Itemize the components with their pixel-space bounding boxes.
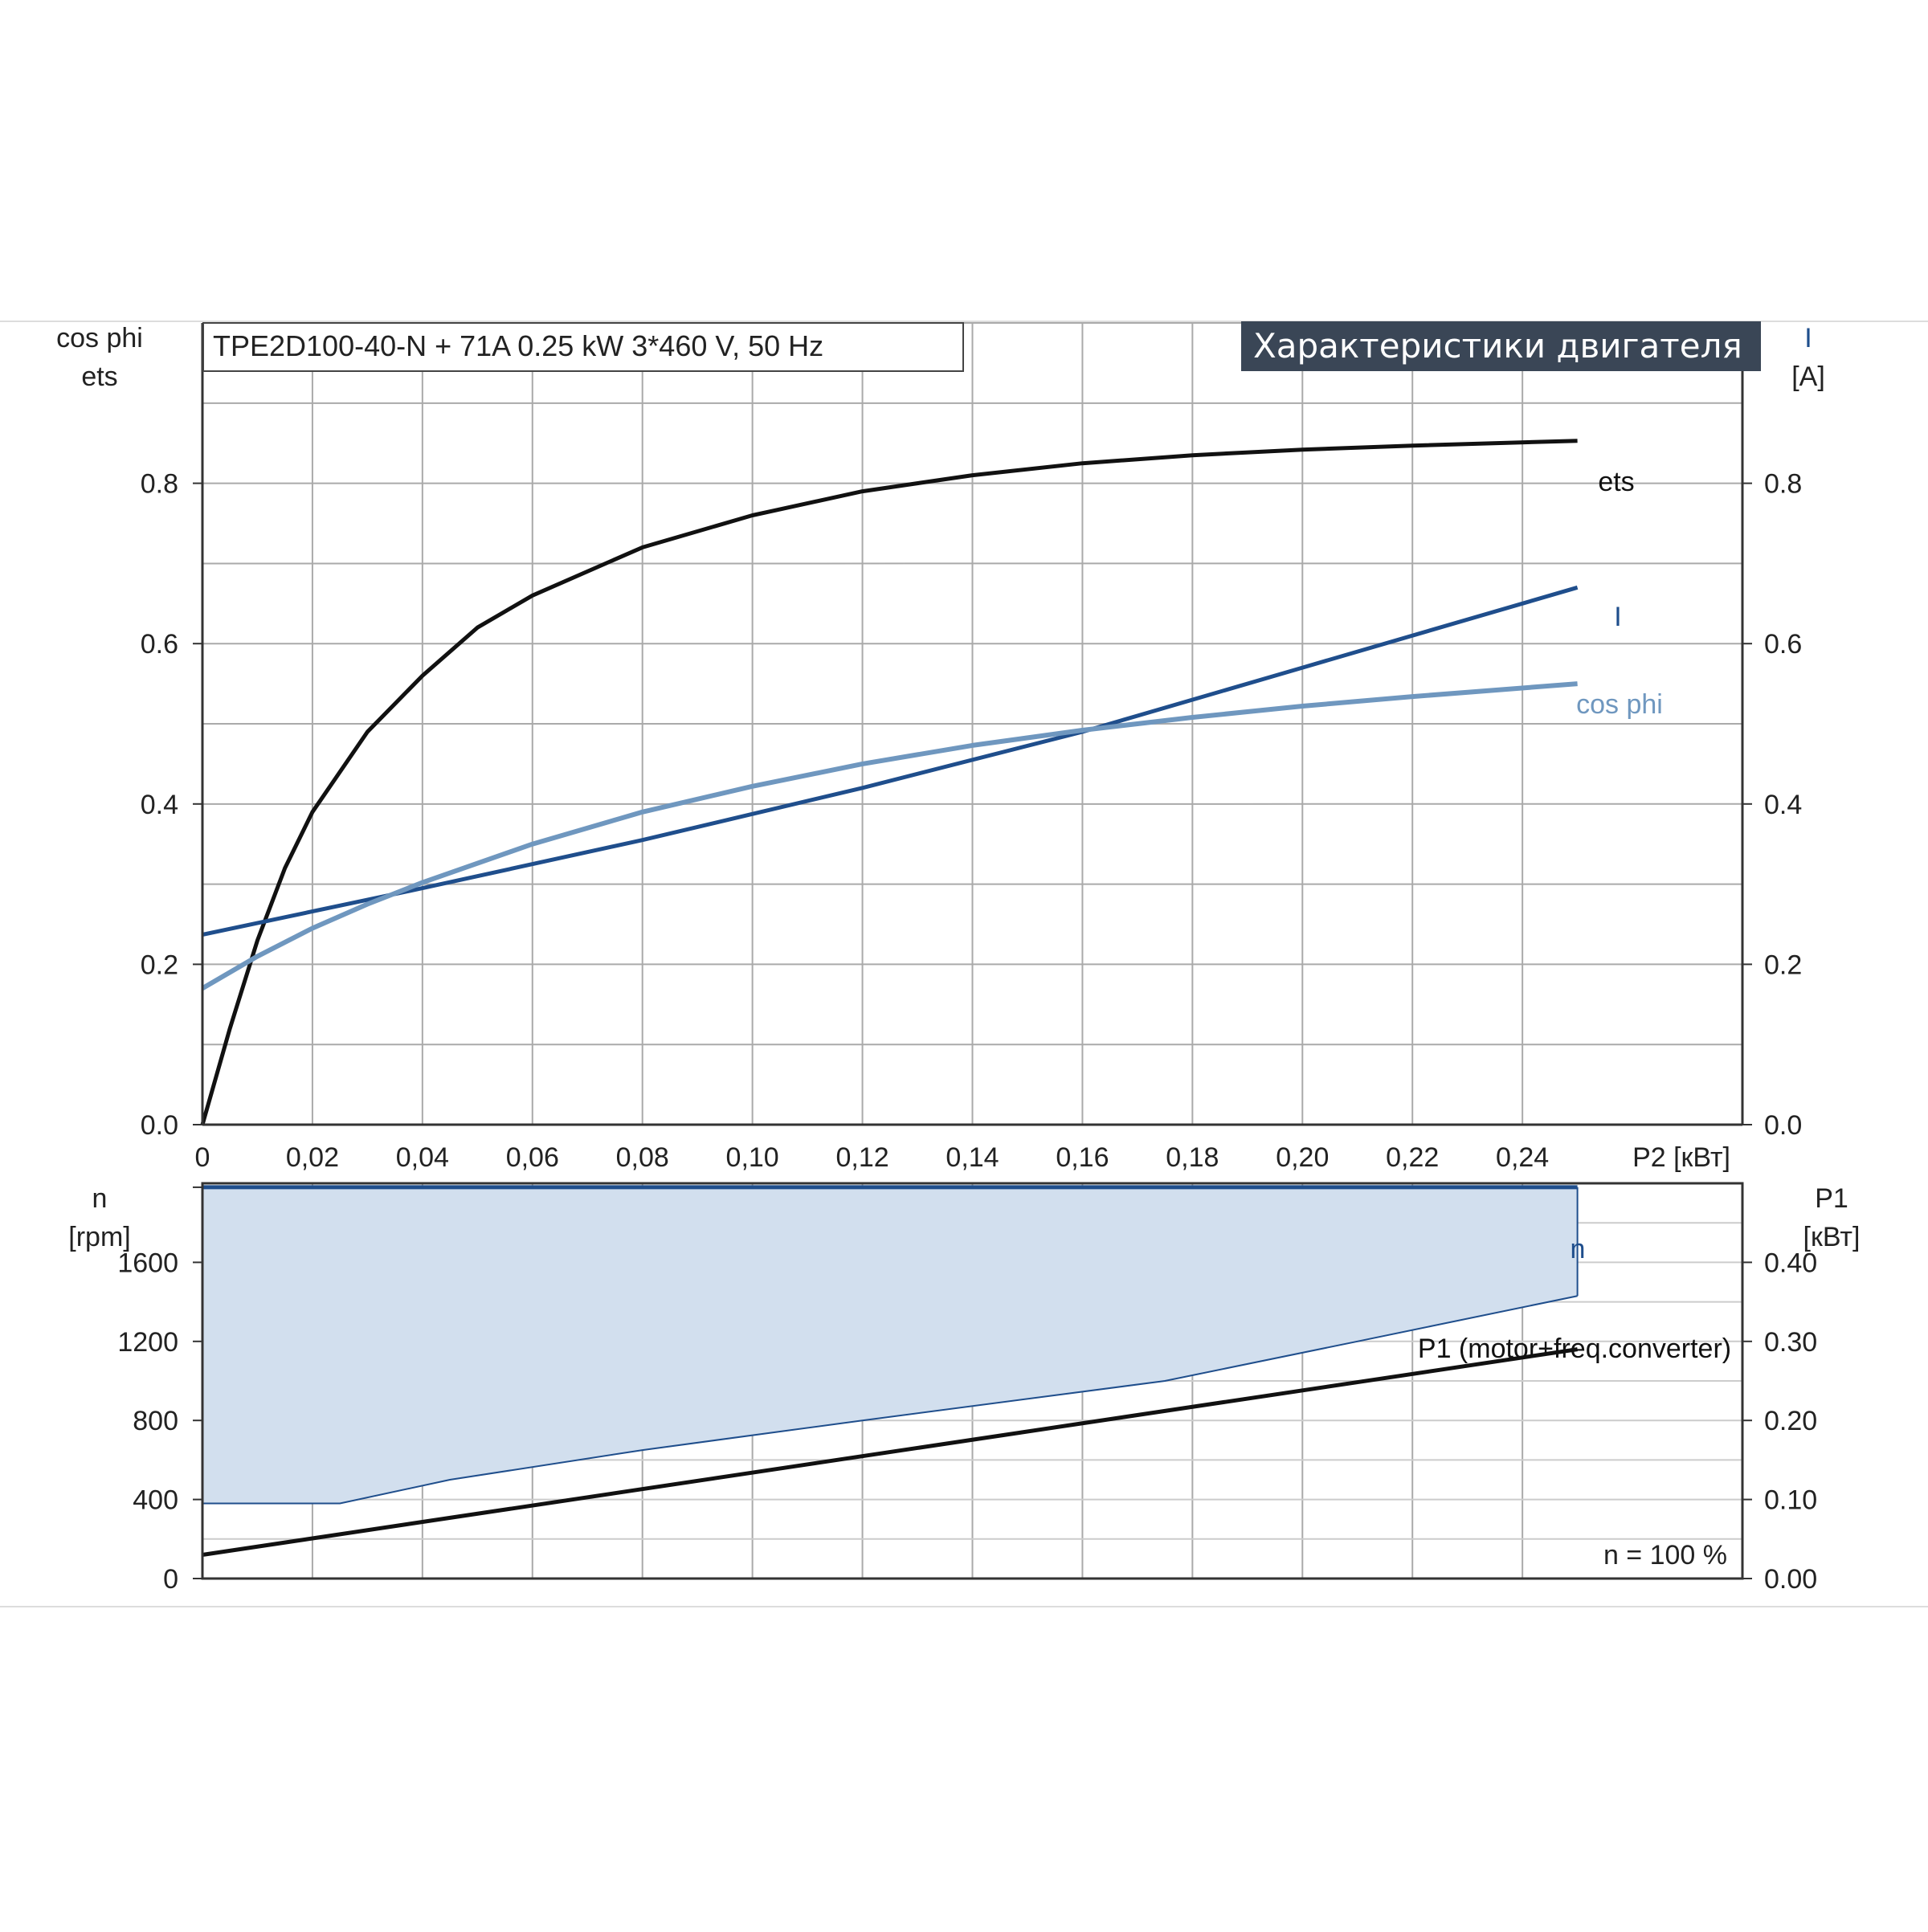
- speed-note: n = 100 %: [1603, 1540, 1727, 1571]
- upper-right-axis-label-2: [A]: [1791, 361, 1825, 392]
- x-tick-0: 0: [195, 1142, 210, 1173]
- lower-left-tick-2: 800: [133, 1406, 178, 1436]
- lower-right-tick-1: 0.10: [1764, 1485, 1817, 1516]
- upper-right-tick-2: 0.4: [1764, 790, 1802, 820]
- upper-right-tick-1: 0.2: [1764, 950, 1802, 980]
- upper-right-axis-label-1: I: [1804, 323, 1812, 353]
- lower-right-axis-label-2: [кВт]: [1803, 1222, 1861, 1252]
- upper-left-tick-4: 0.8: [141, 469, 178, 500]
- lower-right-tick-4: 0.40: [1764, 1248, 1817, 1278]
- upper-left-tick-3: 0.6: [141, 629, 178, 660]
- upper-left-tick-0: 0.0: [141, 1110, 178, 1141]
- upper-left-axis-label-2: ets: [81, 361, 117, 392]
- x-tick-1: 0,02: [286, 1142, 339, 1173]
- chart-title: Характеристики двигателя: [1253, 326, 1742, 366]
- upper-right-tick-3: 0.6: [1764, 629, 1802, 660]
- x-tick-6: 0,12: [835, 1142, 888, 1173]
- lower-right-tick-2: 0.20: [1764, 1406, 1817, 1436]
- upper-left-tick-1: 0.2: [141, 950, 178, 980]
- series-label-current: I: [1614, 602, 1621, 632]
- lower-left-axis-label-1: n: [92, 1183, 108, 1214]
- lower-right-tick-0: 0.00: [1764, 1564, 1817, 1595]
- speed-band-fill: [202, 1187, 1578, 1504]
- x-axis-label: P2 [кВт]: [1632, 1142, 1730, 1173]
- upper-series: [202, 441, 1578, 1125]
- x-tick-7: 0,14: [946, 1142, 999, 1173]
- lower-right-axis-label-1: P1: [1815, 1183, 1848, 1214]
- upper-left-axis-label-1: cos phi: [56, 323, 143, 353]
- x-tick-4: 0,08: [616, 1142, 669, 1173]
- series-line-cos-phi: [202, 684, 1578, 988]
- model-label: TPE2D100-40-N + 71A 0.25 kW 3*460 V, 50 …: [213, 329, 823, 362]
- lower-right-tick-3: 0.30: [1764, 1327, 1817, 1358]
- upper-left-tick-2: 0.4: [141, 790, 178, 820]
- series-label-speed: n: [1571, 1234, 1586, 1264]
- x-tick-8: 0,16: [1056, 1142, 1109, 1173]
- x-tick-11: 0,22: [1386, 1142, 1439, 1173]
- x-tick-9: 0,18: [1166, 1142, 1219, 1173]
- x-tick-3: 0,06: [506, 1142, 559, 1173]
- series-label-cosphi: cos phi: [1576, 689, 1663, 720]
- upper-right-tick-4: 0.8: [1764, 469, 1802, 500]
- x-tick-10: 0,20: [1276, 1142, 1329, 1173]
- x-tick-12: 0,24: [1496, 1142, 1549, 1173]
- upper-right-tick-0: 0.0: [1764, 1110, 1802, 1141]
- speed-band: [202, 1187, 1578, 1504]
- lower-left-tick-3: 1200: [117, 1327, 178, 1358]
- x-tick-5: 0,10: [726, 1142, 779, 1173]
- series-label-eta: ets: [1598, 467, 1634, 497]
- lower-left-tick-1: 400: [133, 1485, 178, 1516]
- lower-left-tick-4: 1600: [117, 1248, 178, 1278]
- x-tick-2: 0,04: [396, 1142, 449, 1173]
- lower-left-tick-0: 0: [163, 1564, 178, 1595]
- series-label-p1: P1 (motor+freq.converter): [1418, 1334, 1731, 1364]
- lower-left-axis-label-2: [rpm]: [68, 1222, 130, 1252]
